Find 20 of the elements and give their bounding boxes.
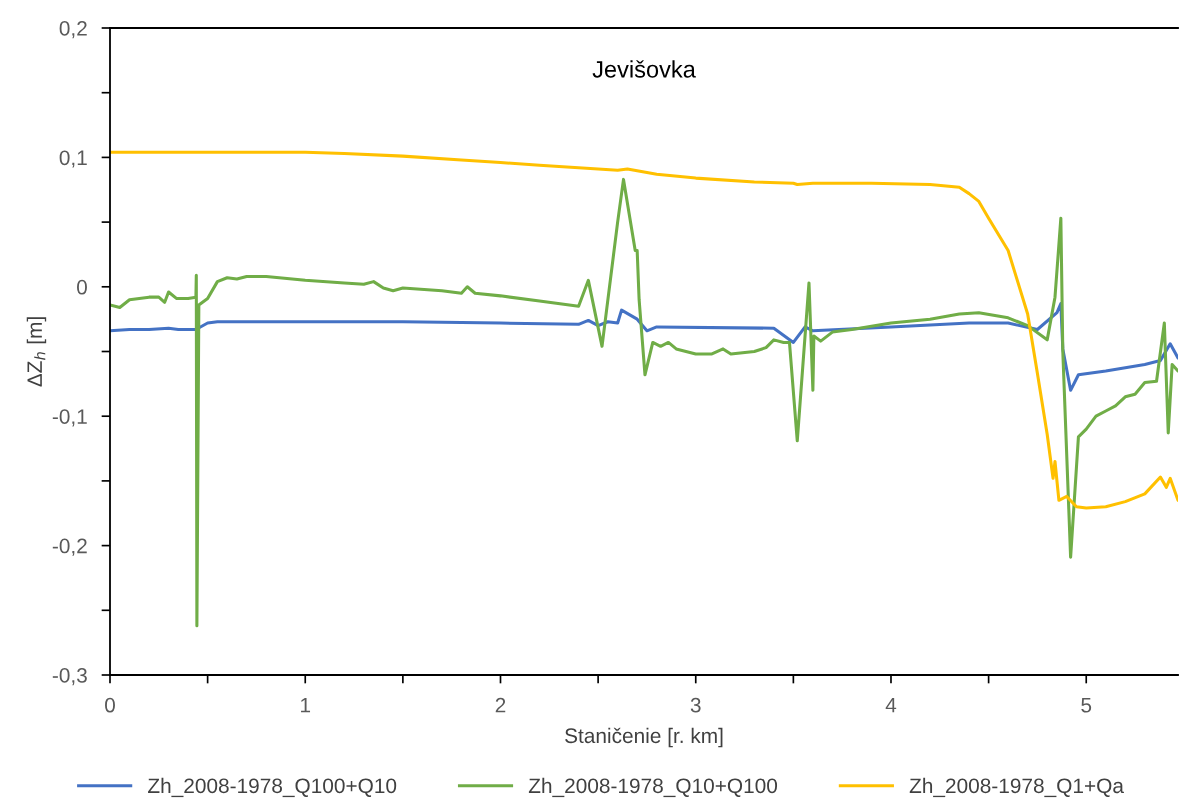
x-axis-title: Staničenie [r. km] [565,727,723,748]
line-series [110,150,1178,510]
y-axis-title: ΔZ$_{h}$ [m] [26,317,47,387]
text: Jevišovka [592,60,696,78]
x-tick-label: 1 [301,697,311,713]
x-tick-label: 5 [1081,697,1092,713]
x-tick-label: 0 [105,697,115,713]
x-tick-label: 3 [690,697,701,713]
y-tick-label: -0,3 [52,668,87,686]
x-tick-label: 4 [885,697,897,713]
y-tick-label: -0,1 [52,409,87,427]
y-tick-label: 0 [77,279,87,295]
legend-label: Zh_2008-1978_Q1+Qa [909,777,1124,798]
y-tick-label: 0,1 [59,150,87,168]
line-series [110,177,1178,628]
legend-label: Zh_2008-1978_Q10+Q100 [528,777,778,798]
legend-label: Zh_2008-1978_Q100+Q10 [148,777,397,798]
y-tick-label: -0,2 [52,538,87,556]
y-tick-label: 0,2 [59,21,87,39]
x-tick-label: 2 [495,697,506,713]
